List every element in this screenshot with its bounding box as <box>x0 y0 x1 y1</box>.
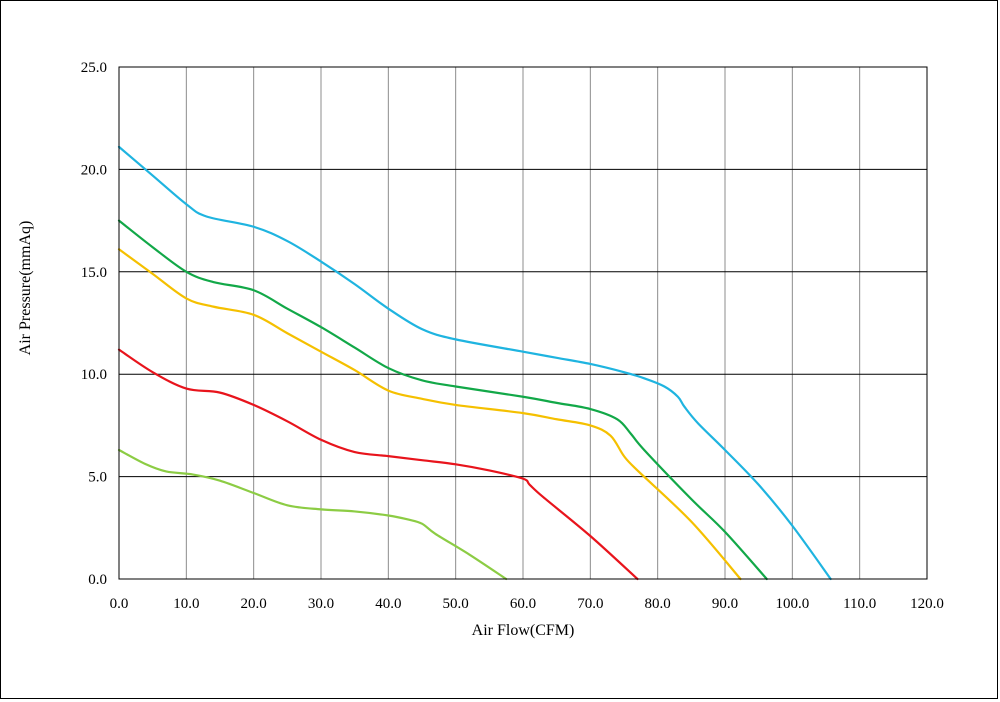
series-line-3 <box>117 248 742 581</box>
series-line-2 <box>117 219 768 581</box>
x-tick-label: 70.0 <box>577 596 603 612</box>
x-tick-label: 30.0 <box>308 596 334 612</box>
series-lines <box>117 145 832 581</box>
plot-area-border <box>118 66 928 580</box>
series-line-5 <box>117 448 508 581</box>
x-tick-label: 40.0 <box>375 596 401 612</box>
x-tick-label: 0.0 <box>110 596 129 612</box>
x-axis-title: Air Flow(CFM) <box>472 622 575 639</box>
series-line-1 <box>117 145 832 581</box>
x-tick-label: 110.0 <box>843 596 876 612</box>
y-tick-label: 0.0 <box>88 572 107 588</box>
x-tick-label: 100.0 <box>775 596 809 612</box>
y-tick-labels: 0.0 5.0 10.0 15.0 20.0 25.0 <box>81 60 107 588</box>
y-tick-label: 25.0 <box>81 60 107 76</box>
x-tick-label: 10.0 <box>173 596 199 612</box>
plot-border <box>118 66 928 580</box>
x-tick-label: 80.0 <box>645 596 671 612</box>
x-tick-label: 60.0 <box>510 596 536 612</box>
x-tick-label: 50.0 <box>443 596 469 612</box>
x-tick-label: 20.0 <box>241 596 267 612</box>
x-tick-label: 120.0 <box>910 596 944 612</box>
y-tick-label: 5.0 <box>88 470 107 486</box>
y-tick-label: 20.0 <box>81 162 107 178</box>
x-tick-label: 90.0 <box>712 596 738 612</box>
x-tick-labels: 0.0 10.0 20.0 30.0 40.0 50.0 60.0 70.0 80.0 90.0 1… <box>110 596 944 612</box>
series-line-4 <box>117 348 639 581</box>
y-axis-title: Air Pressure(mmAq) <box>17 221 34 356</box>
y-tick-label: 10.0 <box>81 367 107 383</box>
grid-lines <box>119 67 927 579</box>
y-tick-label: 15.0 <box>81 265 107 281</box>
